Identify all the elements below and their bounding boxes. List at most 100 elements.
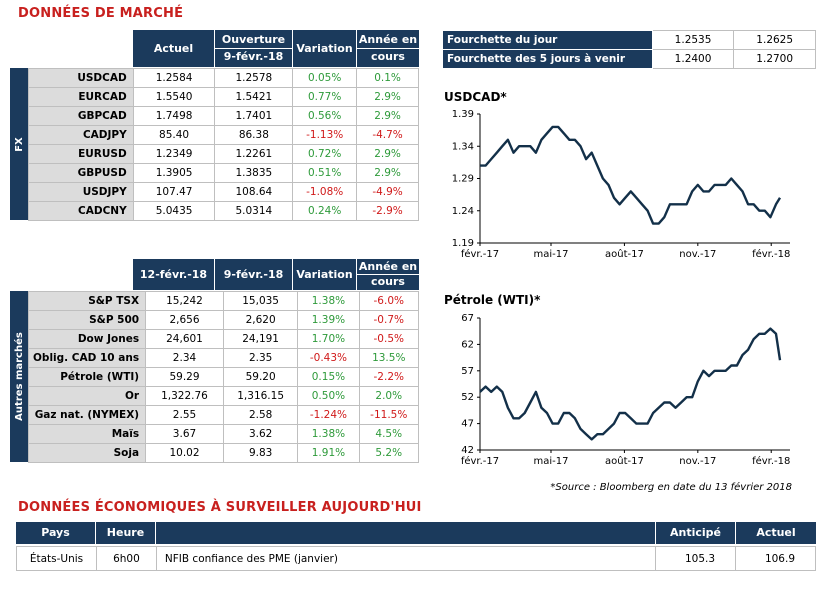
other-row-label: S&P 500 — [27, 310, 147, 330]
fx-value-1: 5.0435 — [132, 201, 216, 221]
chart0-x-tick-label: mai-17 — [534, 249, 569, 260]
fx-variation: -1.13% — [292, 125, 358, 145]
chart0-x-tick-label: févr.-17 — [461, 248, 499, 260]
fx-ytd: 2.9% — [356, 163, 419, 183]
other-row: Oblig. CAD 10 ans 2.34 2.35 -0.43% 13.5% — [27, 348, 419, 368]
range-low-5days: 1.2400 — [651, 49, 735, 69]
other-row: Gaz nat. (NYMEX) 2.55 2.58 -1.24% -11.5% — [27, 405, 419, 425]
range-row-day: Fourchette du jour 1.2535 1.2625 — [442, 30, 816, 50]
usdcad-chart-title: USDCAD* — [444, 90, 507, 104]
chart0-series-line — [480, 125, 782, 225]
other-header-ytd-l2: cours — [357, 274, 419, 289]
fx-value-2: 1.2578 — [214, 68, 294, 88]
fx-header-variation: Variation — [293, 30, 357, 67]
oil-chart-title: Pétrole (WTI)* — [444, 293, 541, 307]
other-row: Dow Jones 24,601 24,191 1.70% -0.5% — [27, 329, 419, 349]
other-row: Or 1,322.76 1,316.15 0.50% 2.0% — [27, 386, 419, 406]
fx-variation: -1.08% — [292, 182, 358, 202]
other-ytd: -0.5% — [358, 329, 419, 349]
other-row: Pétrole (WTI) 59.29 59.20 0.15% -2.2% — [27, 367, 419, 387]
econ-anticipe: 105.3 — [655, 546, 737, 571]
other-header-date2: 9-févr.-18 — [215, 259, 293, 290]
fx-row: CADJPY 85.40 86.38 -1.13% -4.7% — [28, 125, 419, 145]
fx-header-ytd-l2: cours — [357, 48, 419, 65]
other-ytd: -11.5% — [358, 405, 419, 425]
fx-row-label: USDCAD — [28, 68, 134, 88]
other-header-date1: 12-févr.-18 — [133, 259, 215, 290]
other-variation: 1.39% — [297, 310, 360, 330]
other-row: S&P 500 2,656 2,620 1.39% -0.7% — [27, 310, 419, 330]
fx-variation: 0.77% — [292, 87, 358, 107]
other-variation: 1.38% — [297, 291, 360, 311]
fx-variation: 0.24% — [292, 201, 358, 221]
other-value-1: 2,656 — [145, 310, 224, 330]
fx-value-1: 1.3905 — [132, 163, 216, 183]
fx-header-ouverture: Ouverture 9-févr.-18 — [215, 30, 293, 67]
fx-value-2: 5.0314 — [214, 201, 294, 221]
fx-header-ytd: Année en cours — [357, 30, 419, 67]
other-variation: 0.50% — [297, 386, 360, 406]
other-ytd: 4.5% — [358, 424, 419, 444]
other-ytd: -6.0% — [358, 291, 419, 311]
chart1-x-tick-label: août-17 — [605, 455, 644, 467]
chart0-x-tick-label: nov.-17 — [679, 249, 716, 260]
other-row: S&P TSX 15,242 15,035 1.38% -6.0% — [27, 291, 419, 311]
chart0-x-tick-label: août-17 — [605, 248, 644, 260]
econ-actuel: 106.9 — [735, 546, 816, 571]
econ-table: États-Unis 6h00 NFIB confiance des PME (… — [16, 546, 816, 571]
other-row: Maïs 3.67 3.62 1.38% 4.5% — [27, 424, 419, 444]
other-variation: 1.91% — [297, 443, 360, 463]
fx-side-label: FX — [10, 68, 28, 220]
market-data-title: DONNÉES DE MARCHÉ — [18, 6, 184, 21]
chart1-x-tick-label: mai-17 — [534, 456, 569, 467]
other-value-2: 3.62 — [222, 424, 299, 444]
range-table: Fourchette du jour 1.2535 1.2625 Fourche… — [442, 30, 816, 69]
chart1-x-tick-label: févr.-18 — [752, 455, 790, 467]
fx-value-2: 108.64 — [214, 182, 294, 202]
fx-value-1: 85.40 — [132, 125, 216, 145]
fx-value-1: 1.5540 — [132, 87, 216, 107]
other-row-label: Maïs — [27, 424, 147, 444]
fx-value-2: 86.38 — [214, 125, 294, 145]
other-ytd: 2.0% — [358, 386, 419, 406]
econ-event: NFIB confiance des PME (janvier) — [155, 546, 657, 571]
other-variation: 1.70% — [297, 329, 360, 349]
chart1-y-tick-label: 52 — [461, 392, 474, 403]
other-row-label: S&P TSX — [27, 291, 147, 311]
fx-variation: 0.05% — [292, 68, 358, 88]
other-side-label: Autres marchés — [10, 291, 28, 462]
fx-row: EURCAD 1.5540 1.5421 0.77% 2.9% — [28, 87, 419, 107]
fx-row-label: CADJPY — [28, 125, 134, 145]
other-header-ytd: Année en cours — [357, 259, 419, 290]
other-row-label: Gaz nat. (NYMEX) — [27, 405, 147, 425]
econ-header-actuel: Actuel — [736, 522, 816, 544]
fx-value-1: 1.7498 — [132, 106, 216, 126]
fx-row-label: USDJPY — [28, 182, 134, 202]
fx-value-2: 1.2261 — [214, 144, 294, 164]
other-value-2: 2,620 — [222, 310, 299, 330]
other-value-2: 59.20 — [222, 367, 299, 387]
chart0-y-tick-label: 1.39 — [452, 109, 474, 120]
other-variation: 1.38% — [297, 424, 360, 444]
chart1-y-tick-label: 57 — [461, 366, 474, 377]
fx-header-ytd-l1: Année en — [358, 33, 418, 46]
fx-header-actuel: Actuel — [133, 30, 215, 67]
fx-value-2: 1.7401 — [214, 106, 294, 126]
fx-ytd: 2.9% — [356, 144, 419, 164]
other-variation: -0.43% — [297, 348, 360, 368]
fx-row: USDJPY 107.47 108.64 -1.08% -4.9% — [28, 182, 419, 202]
other-value-2: 2.35 — [222, 348, 299, 368]
econ-pays: États-Unis — [16, 546, 97, 571]
econ-header-heure: Heure — [96, 522, 156, 544]
fx-row: GBPUSD 1.3905 1.3835 0.51% 2.9% — [28, 163, 419, 183]
chart1-y-tick-label: 67 — [461, 313, 474, 324]
fx-value-1: 1.2584 — [132, 68, 216, 88]
fx-table: USDCAD 1.2584 1.2578 0.05% 0.1% EURCAD 1.5540 1… — [28, 68, 419, 221]
other-value-1: 1,322.76 — [145, 386, 224, 406]
fx-value-1: 107.47 — [132, 182, 216, 202]
fx-ytd: -2.9% — [356, 201, 419, 221]
other-value-2: 2.58 — [222, 405, 299, 425]
fx-value-1: 1.2349 — [132, 144, 216, 164]
